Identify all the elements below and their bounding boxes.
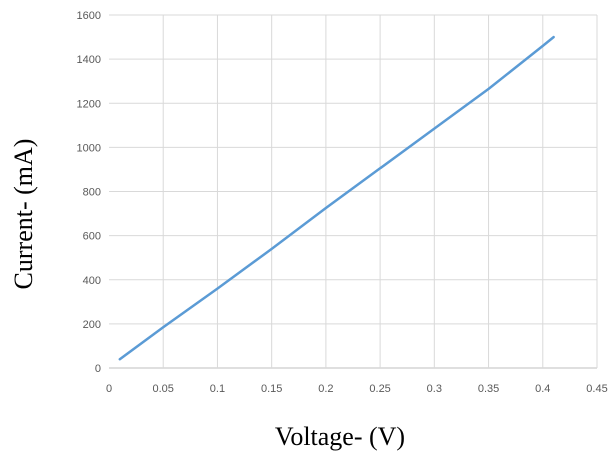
x-tick-labels: 0 0.05 0.1 0.15 0.2 0.25 0.3 0.35 0.4 0.45 <box>106 383 608 395</box>
x-tick-label: 0.1 <box>210 383 225 395</box>
y-tick-label: 1000 <box>77 142 101 154</box>
y-tick-label: 600 <box>83 231 101 243</box>
series <box>118 35 555 361</box>
y-tick-label: 800 <box>83 187 101 199</box>
y-tick-label: 1600 <box>77 10 101 22</box>
x-tick-label: 0.4 <box>535 383 550 395</box>
series-line <box>118 35 555 361</box>
x-tick-label: 0.15 <box>261 383 282 395</box>
y-tick-label: 0 <box>95 363 101 375</box>
x-tick-label: 0.35 <box>478 383 499 395</box>
x-tick-label: 0.2 <box>318 383 333 395</box>
y-tick-label: 1200 <box>77 98 101 110</box>
x-tick-label: 0.25 <box>369 383 390 395</box>
x-tick-label: 0 <box>106 383 112 395</box>
grid <box>109 14 598 369</box>
y-tick-labels: 0 200 400 600 800 1000 1200 1400 1600 <box>77 10 101 375</box>
y-tick-label: 400 <box>83 275 101 287</box>
y-tick-label: 200 <box>83 319 101 331</box>
x-tick-label: 0.45 <box>586 383 607 395</box>
y-axis-title: Current- (mA) <box>9 139 38 290</box>
x-axis-title: Voltage- (V) <box>275 422 405 451</box>
x-tick-label: 0.3 <box>427 383 442 395</box>
x-tick-label: 0.05 <box>153 383 174 395</box>
y-tick-label: 1400 <box>77 54 101 66</box>
